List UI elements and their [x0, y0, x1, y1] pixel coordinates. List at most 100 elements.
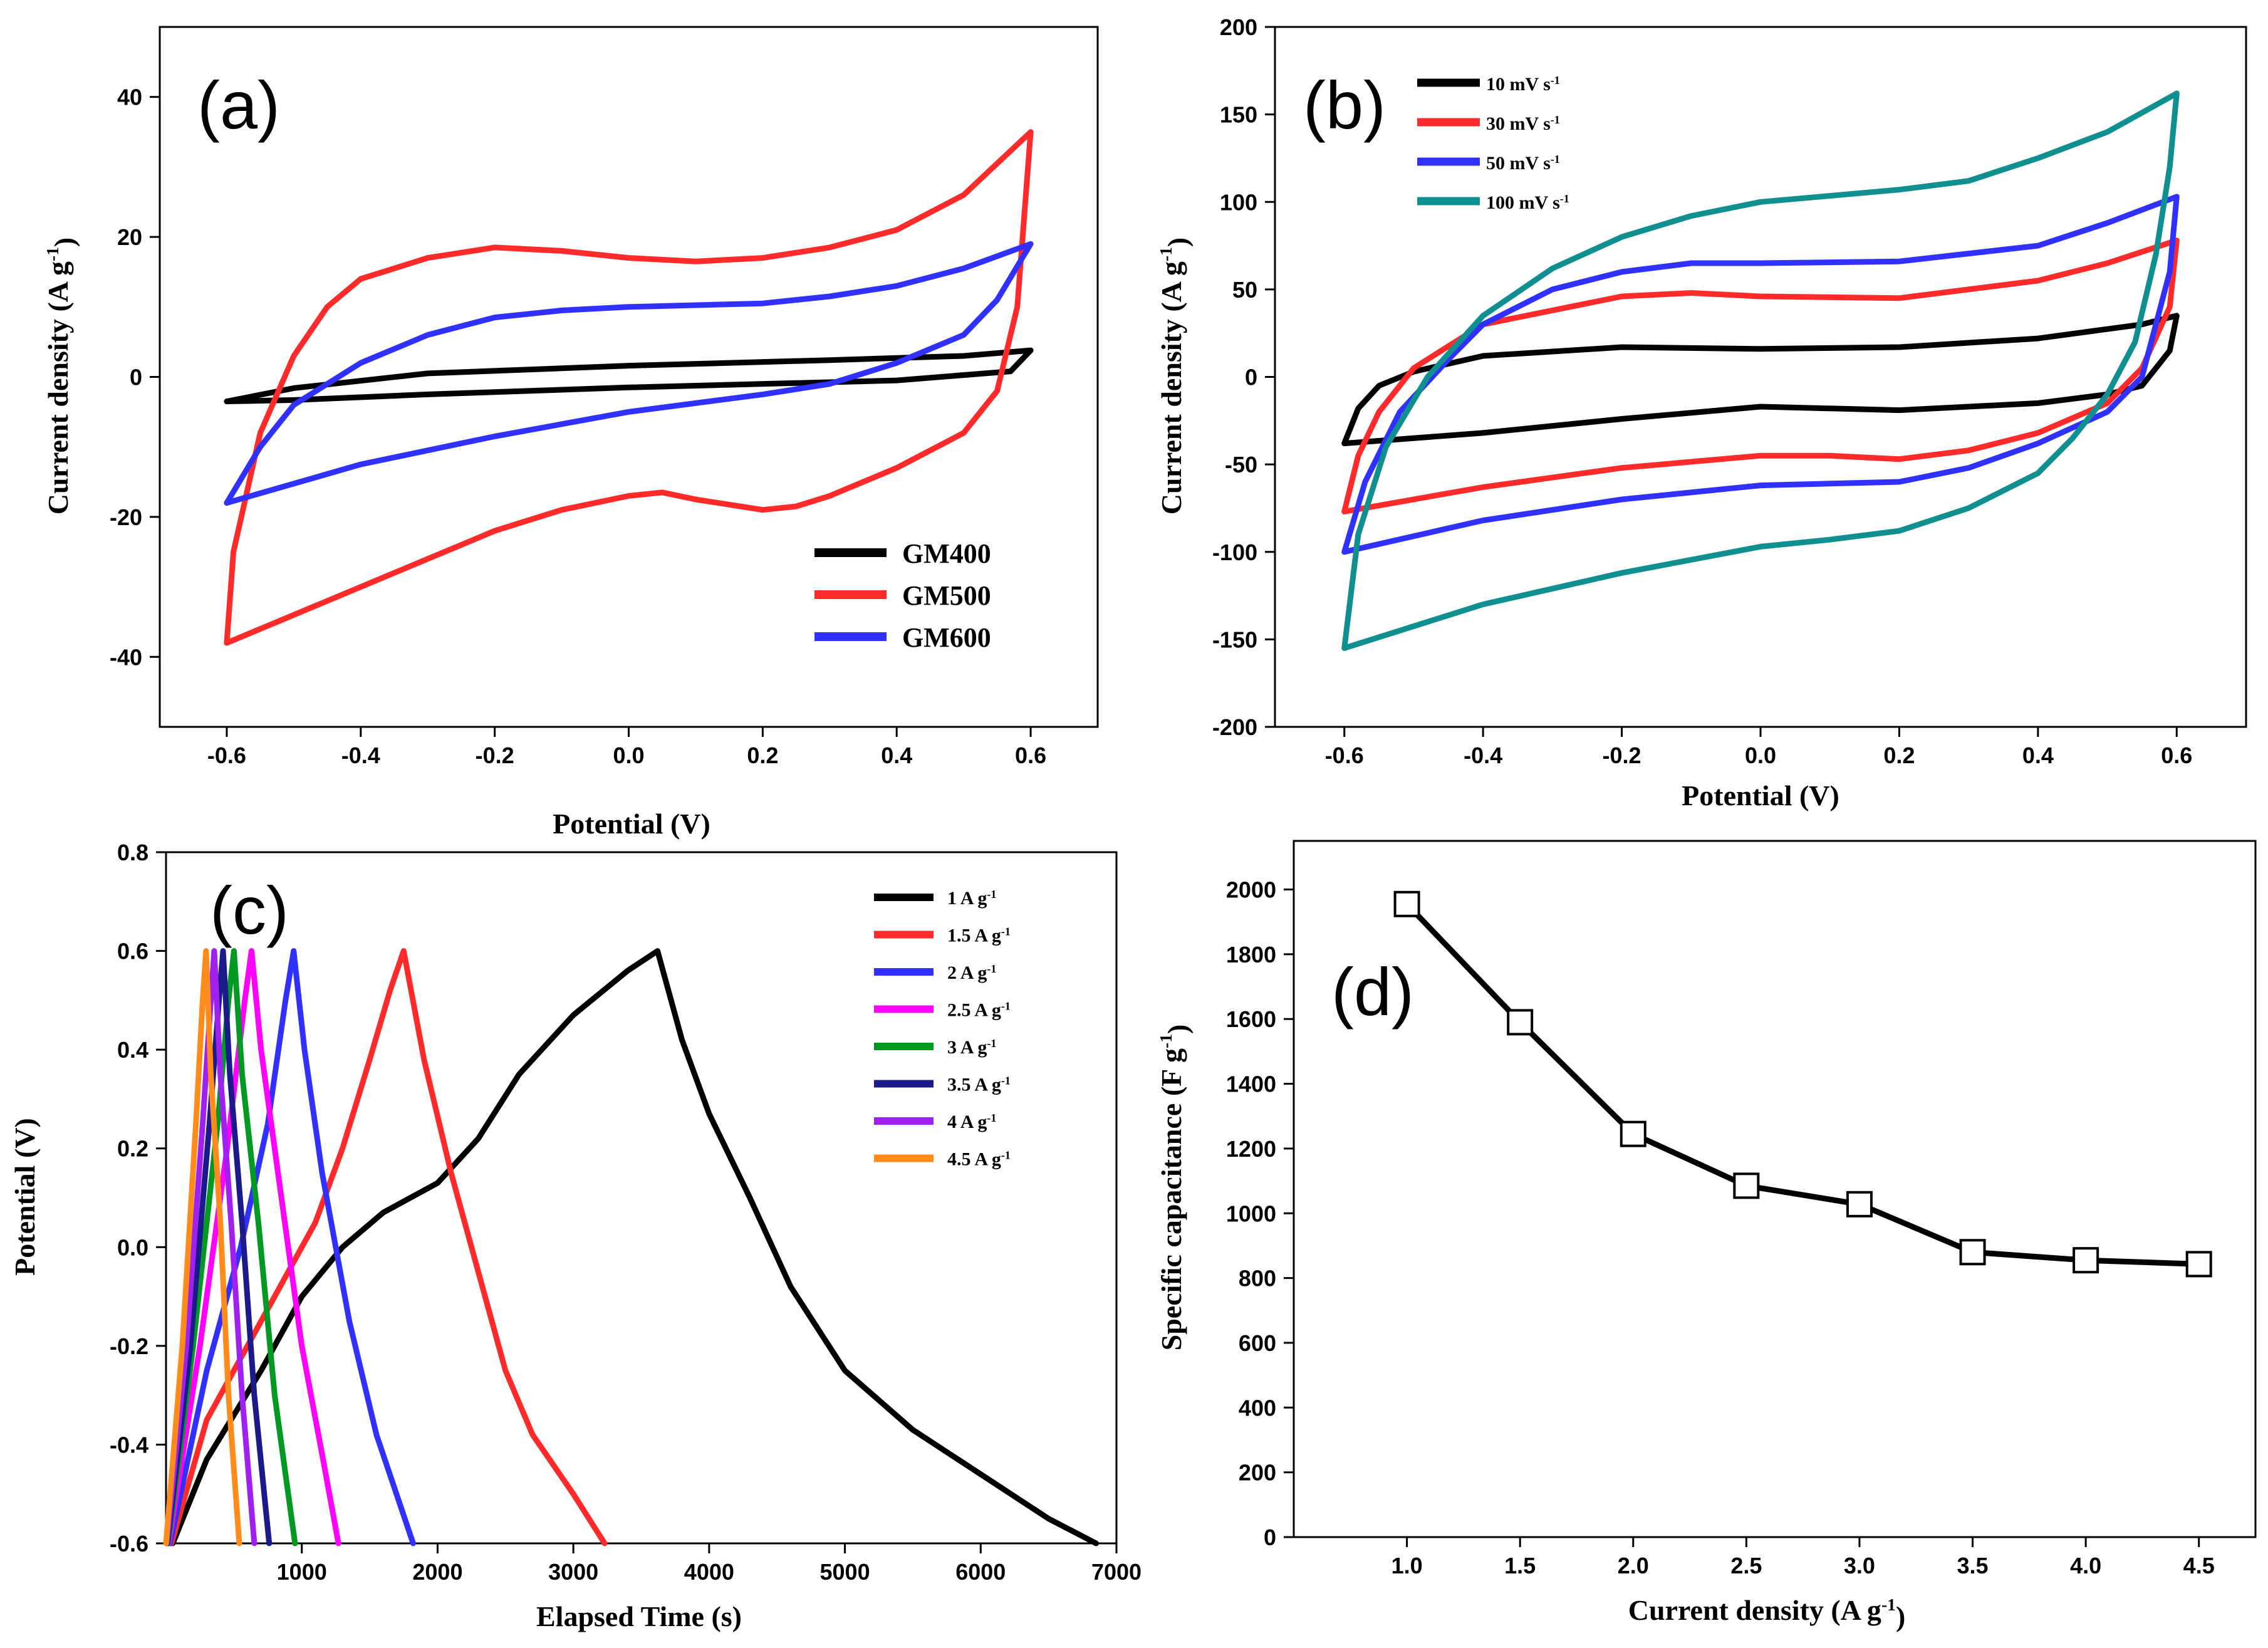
series-line-4 [165, 948, 298, 1546]
y-tick-label: 50 [1232, 277, 1257, 303]
series-line-2 [167, 948, 416, 1546]
x-tick-label: 1.0 [1391, 1553, 1423, 1578]
x-tick-label: 1.5 [1504, 1553, 1536, 1578]
panel-label: (d) [1331, 954, 1414, 1030]
y-tick-label: 1000 [1226, 1201, 1276, 1226]
x-tick-label: 4.0 [2070, 1553, 2101, 1578]
x-tick-label: 0.6 [1015, 743, 1046, 768]
data-point-marker [1959, 1239, 1986, 1266]
series-line-2 [1341, 194, 2180, 555]
x-tick-label: 0.0 [613, 743, 644, 768]
legend-label: 30 mV s-1 [1486, 113, 1560, 134]
x-tick-label: -0.2 [476, 743, 514, 768]
series-line-1 [169, 948, 608, 1546]
series-line-2 [224, 241, 1034, 506]
y-tick-label: -0.2 [110, 1333, 148, 1359]
x-tick-label: 2.0 [1618, 1553, 1649, 1578]
series-line-5 [164, 948, 273, 1546]
series-line-6 [164, 948, 257, 1546]
x-tick-label: 0.4 [881, 743, 912, 768]
x-tick-label: -0.4 [1464, 743, 1502, 768]
y-tick-label: 0 [130, 365, 142, 390]
y-tick-label: 100 [1220, 189, 1257, 215]
series-line-3 [165, 948, 341, 1546]
y-tick-label: 150 [1220, 102, 1257, 128]
legend-label: 50 mV s-1 [1486, 153, 1560, 174]
y-tick-label: 0.2 [117, 1136, 148, 1162]
y-axis-label: Specific capacitance (F g-1) [1155, 1025, 1194, 1351]
legend-label: 3 A g-1 [947, 1037, 996, 1058]
x-tick-label: 4.5 [2183, 1553, 2215, 1578]
y-axis-label: Potential (V) [9, 1118, 41, 1276]
legend-label: 4 A g-1 [947, 1112, 996, 1132]
panel-b: -0.6 -0.4 -0.2 0.0 0.2 0.4 0.6 200 150 100 50 0 -50 -… [1155, 14, 2247, 811]
series-line-1 [1341, 237, 2180, 514]
x-tick-label: 0.0 [1745, 743, 1776, 768]
y-tick-label: 1200 [1226, 1136, 1276, 1162]
x-tick-label: -0.2 [1603, 743, 1641, 768]
panel-d: 1.0 1.5 2.0 2.5 3.0 3.5 4.0 4.52000180016001400… [1155, 840, 2257, 1632]
plot-frame [1293, 840, 2257, 1538]
legend-label: GM600 [902, 622, 991, 653]
y-tick-label: -20 [110, 504, 142, 530]
y-axis-label: Current density (A g-1) [1155, 237, 1194, 515]
y-axis-label: Current density (A g-1) [42, 237, 80, 515]
data-point-marker [2073, 1247, 2099, 1274]
y-tick-label: -50 [1225, 452, 1257, 477]
y-tick-label: 800 [1239, 1266, 1276, 1291]
data-point-marker [2185, 1251, 2212, 1278]
y-tick-label: 1600 [1226, 1006, 1276, 1032]
x-tick-label: 3.5 [1957, 1553, 1989, 1578]
y-tick-label: 20 [117, 224, 142, 250]
y-tick-label: 0.6 [117, 939, 148, 964]
y-tick-label: 2000 [1226, 877, 1276, 903]
x-tick-label: -0.4 [341, 743, 380, 768]
y-tick-label: 600 [1239, 1330, 1276, 1356]
legend-label: 2.5 A g-1 [947, 1000, 1011, 1021]
y-tick-label: 0 [1264, 1525, 1276, 1550]
y-tick-label: 0.4 [117, 1037, 148, 1063]
x-tick-label: -0.6 [207, 743, 246, 768]
data-point-marker [1733, 1172, 1760, 1199]
series-line-1 [224, 129, 1034, 646]
x-axis-label: Potential (V) [553, 808, 710, 840]
legend-label: 1.5 A g-1 [947, 926, 1011, 946]
data-point-marker [1393, 890, 1420, 917]
legend-label: 1 A g-1 [947, 888, 996, 909]
series-line-0 [170, 948, 1099, 1546]
data-point-marker [1620, 1120, 1646, 1147]
panel-label: (a) [197, 67, 280, 143]
legend-label: 2 A g-1 [947, 962, 996, 983]
y-tick-label: 200 [1239, 1460, 1276, 1486]
y-tick-label: 40 [117, 85, 142, 110]
y-tick-label: -100 [1212, 540, 1257, 565]
y-tick-label: 200 [1220, 14, 1257, 40]
x-axis-label: Potential (V) [1682, 780, 1839, 811]
panel-label: (c) [210, 872, 289, 948]
x-tick-label: 3.0 [1844, 1553, 1875, 1578]
series-line-7 [163, 948, 242, 1546]
panel-a: -0.6 -0.4 -0.2 0.0 0.2 0.4 0.6 40 20 0 -20 -40 Poten… [42, 26, 1099, 840]
legend-label: GM500 [902, 580, 991, 611]
legend-label: GM400 [902, 538, 991, 569]
legend-label: 4.5 A g-1 [947, 1149, 1011, 1170]
legend-label: 100 mV s-1 [1486, 192, 1569, 213]
panel-label: (b) [1303, 67, 1386, 143]
series-line-0 [1404, 901, 2202, 1267]
x-axis-label: Current density (A g-1) [1628, 1594, 1906, 1632]
x-tick-label: 1000 [277, 1559, 327, 1585]
y-tick-label: -150 [1212, 627, 1257, 652]
y-tick-label: 0.0 [117, 1234, 148, 1260]
plot-frame [165, 851, 1118, 1545]
x-tick-label: 3000 [548, 1559, 598, 1585]
x-tick-label: 0.2 [1883, 743, 1915, 768]
data-point-marker [1846, 1191, 1873, 1218]
series-line-0 [224, 347, 1034, 405]
data-point-marker [1507, 1009, 1534, 1036]
x-tick-label: 6000 [955, 1559, 1006, 1585]
x-tick-label: 4000 [684, 1559, 734, 1585]
x-tick-label: 7000 [1091, 1559, 1142, 1585]
x-tick-label: -0.6 [1325, 743, 1364, 768]
y-tick-label: 400 [1239, 1395, 1276, 1421]
